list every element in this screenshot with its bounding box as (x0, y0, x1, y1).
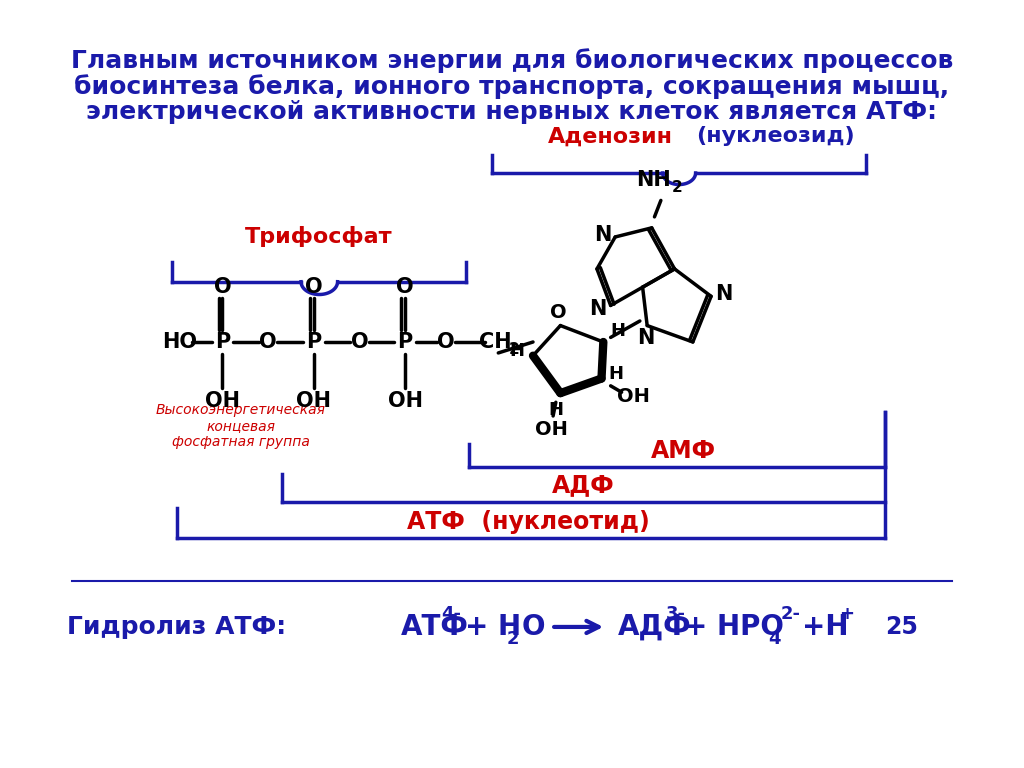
Text: OH: OH (296, 392, 332, 412)
Text: H: H (610, 322, 626, 340)
Text: NH: NH (636, 170, 671, 190)
Text: N: N (594, 225, 611, 245)
Text: АДФ: АДФ (617, 613, 691, 641)
Text: P: P (306, 332, 322, 352)
Text: 4: 4 (768, 630, 780, 648)
Text: H: H (548, 401, 563, 419)
Text: O: O (437, 332, 455, 352)
Text: HO: HO (162, 332, 197, 352)
Text: 3-: 3- (666, 605, 685, 623)
Text: 2: 2 (507, 630, 519, 648)
Text: АТФ: АТФ (400, 613, 468, 641)
Text: N: N (637, 329, 654, 349)
Text: N: N (715, 284, 732, 304)
Text: +: + (839, 605, 854, 623)
Text: P: P (215, 332, 230, 352)
Text: OH: OH (205, 392, 240, 412)
Text: +Н: +Н (803, 613, 849, 641)
Text: O: O (550, 303, 567, 323)
Text: О: О (521, 613, 545, 641)
Text: + НРО: + НРО (684, 613, 783, 641)
Text: (нуклеозид): (нуклеозид) (695, 127, 854, 147)
Text: O: O (350, 332, 369, 352)
Text: CH: CH (479, 332, 512, 352)
Text: OH: OH (535, 420, 567, 439)
Text: O: O (396, 277, 414, 297)
Text: 2: 2 (509, 342, 519, 357)
Text: 2-: 2- (780, 605, 801, 623)
Text: Главным источником энергии для биологических процессов: Главным источником энергии для биологиче… (71, 48, 953, 73)
Text: биосинтеза белка, ионного транспорта, сокращения мышц,: биосинтеза белка, ионного транспорта, со… (75, 74, 949, 98)
Text: Трифосфат: Трифосфат (245, 227, 392, 247)
Text: O: O (305, 277, 323, 297)
Text: АМФ: АМФ (651, 439, 716, 462)
Text: OH: OH (388, 392, 423, 412)
Text: N: N (589, 299, 606, 319)
Text: Аденозин: Аденозин (548, 127, 673, 147)
Text: H: H (608, 365, 624, 383)
Text: Высокоэнергетическая
концевая
фосфатная группа: Высокоэнергетическая концевая фосфатная … (156, 402, 326, 449)
Text: + Н: + Н (465, 613, 520, 641)
Text: O: O (259, 332, 276, 352)
Text: Гидролиз АТФ:: Гидролиз АТФ: (68, 615, 287, 639)
Text: P: P (397, 332, 413, 352)
Text: 25: 25 (885, 615, 918, 639)
Text: АТФ  (нуклеотид): АТФ (нуклеотид) (408, 510, 650, 534)
Text: АДФ: АДФ (552, 473, 614, 498)
Text: электрической активности нервных клеток является АТФ:: электрической активности нервных клеток … (86, 100, 938, 124)
Text: 2: 2 (672, 180, 683, 195)
Text: O: O (214, 277, 231, 297)
Text: 4-: 4- (441, 605, 462, 623)
Text: H: H (509, 342, 524, 360)
Text: OH: OH (617, 387, 650, 406)
